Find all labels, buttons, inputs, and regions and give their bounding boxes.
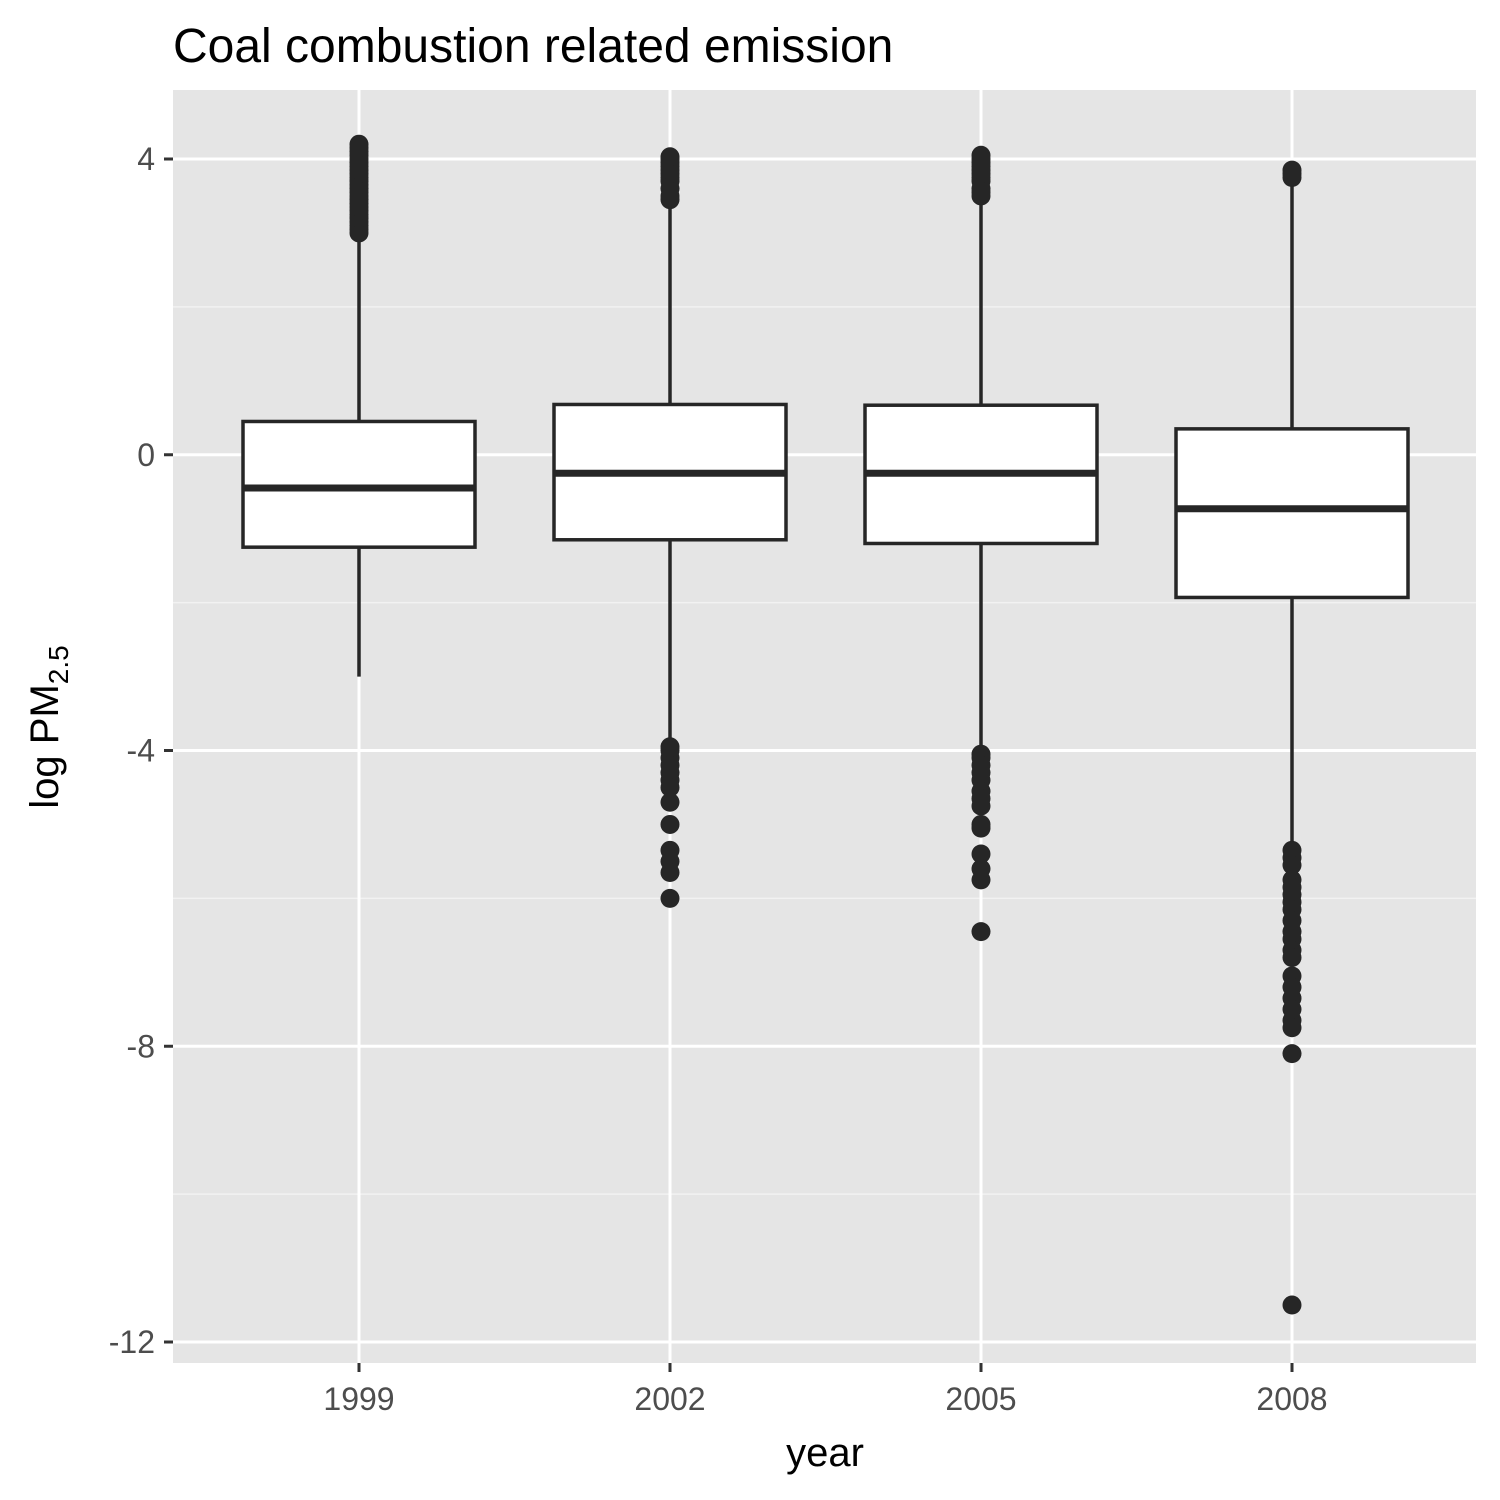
y-axis: 4 0 -4 -8 -12 [109,141,173,1360]
outlier-point [1282,160,1302,180]
outlier-point [660,814,680,834]
outlier-point [971,870,991,890]
box-series [241,134,1410,1315]
y-axis-title-main: log PM [23,684,67,809]
outlier-point [1282,1295,1302,1315]
y-tick-label: 0 [137,437,155,473]
outlier-point [660,777,680,797]
outlier-point [971,922,991,942]
outlier-point [660,862,680,882]
box-iqr [241,419,477,549]
y-axis-title: log PM2.5 [23,645,74,808]
x-tick-label: 1999 [323,1381,394,1417]
box-2002 [552,147,788,908]
box-2005 [863,145,1099,942]
y-tick-label: -4 [127,733,155,769]
outlier-point [1282,1018,1302,1038]
plot-panel [173,90,1476,1363]
box-iqr [1174,427,1410,600]
y-axis-title-subscript: 2.5 [43,645,74,684]
outlier-point [660,792,680,812]
outlier-point [971,145,991,165]
outlier-point [1282,1044,1302,1064]
chart-title: Coal combustion related emission [173,20,893,73]
outlier-point [349,134,369,154]
outlier-point [971,796,991,816]
outlier-point [1282,855,1302,875]
x-tick-label: 2002 [634,1381,705,1417]
y-tick-label: 4 [137,141,155,177]
x-axis: 1999 2002 2005 2008 [323,1363,1328,1417]
outlier-point [971,844,991,864]
outlier-point [660,888,680,908]
y-tick-label: -8 [127,1028,155,1064]
x-tick-label: 2008 [1256,1381,1327,1417]
minor-gridlines [173,306,1476,1195]
outlier-point [971,818,991,838]
outlier-point [660,147,680,167]
y-tick-label: -12 [109,1324,155,1360]
box-2008 [1174,160,1410,1315]
x-axis-title: year [786,1431,864,1475]
box-1999 [241,134,477,677]
outlier-point [1282,948,1302,968]
x-tick-label: 2005 [945,1381,1016,1417]
